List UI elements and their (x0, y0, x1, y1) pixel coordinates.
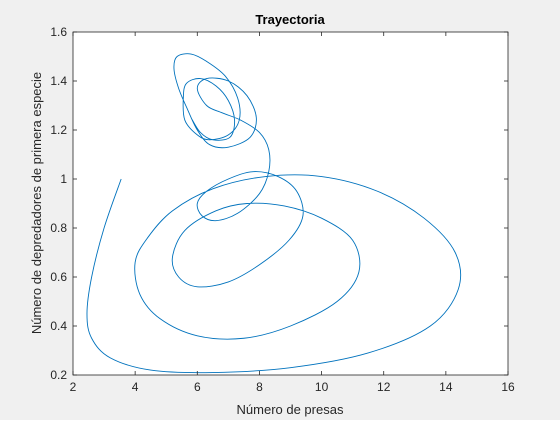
series-layer (86, 53, 462, 374)
y-tick-label: 0.2 (50, 368, 67, 382)
x-tick-label: 6 (194, 380, 201, 394)
x-tick-label: 16 (501, 380, 515, 394)
y-tick-label: 1.2 (50, 123, 67, 137)
x-tick-label: 4 (132, 380, 139, 394)
chart-title: Trayectoria (255, 12, 325, 27)
x-tick-label: 12 (377, 380, 391, 394)
plot-area (73, 32, 508, 375)
ticks-layer: 2 4 6 8 10 12 14 16 0.2 0.4 0.6 0.8 1 1.2 1.4 1.6 (50, 25, 515, 394)
y-axis-label: Número de depredadores de primera especi… (29, 72, 44, 334)
axes-box (72, 31, 509, 376)
y-tick-label: 1 (60, 172, 67, 186)
x-tick-label: 10 (315, 380, 329, 394)
trajectory-line-0 (86, 53, 462, 374)
y-tick-label: 0.8 (50, 221, 67, 235)
y-tick-label: 0.6 (50, 270, 67, 284)
x-tick-label: 14 (439, 380, 453, 394)
x-tick-label: 2 (70, 380, 77, 394)
y-tick-label: 1.6 (50, 25, 67, 39)
y-tick-label: 0.4 (50, 319, 67, 333)
y-tick-label: 1.4 (50, 74, 67, 88)
x-axis-label: Número de presas (237, 402, 344, 417)
x-tick-label: 8 (256, 380, 263, 394)
